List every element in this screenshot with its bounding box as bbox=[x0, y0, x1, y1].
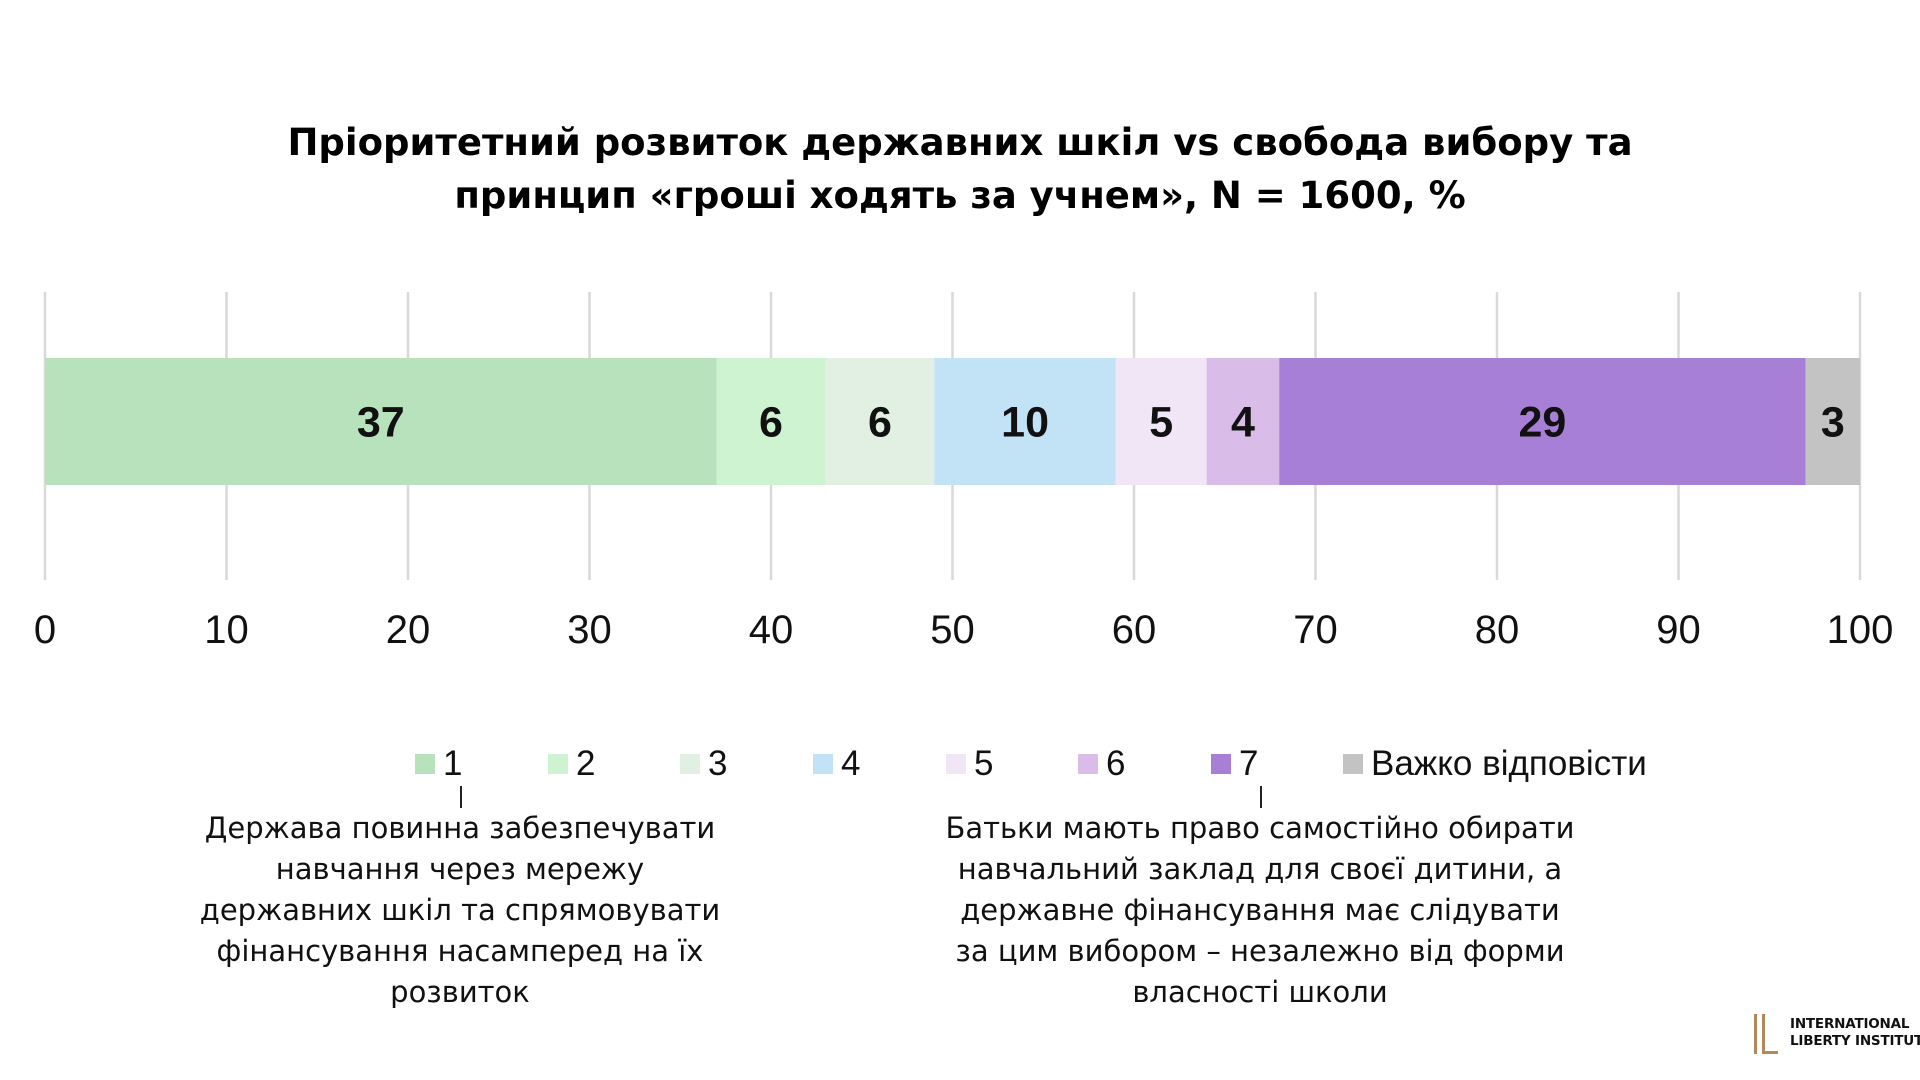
bar-segment-6 bbox=[1206, 358, 1280, 485]
x-tick-label-60: 60 bbox=[1112, 608, 1157, 652]
legend-item-4: 4 bbox=[813, 742, 860, 786]
x-tick-label-30: 30 bbox=[567, 608, 612, 652]
annotation-line: Держава повинна забезпечувати bbox=[204, 811, 716, 845]
segment-value-label-3: 6 bbox=[868, 399, 892, 447]
x-axis-tick-labels: 0 10 20 30 40 50 60 70 80 90 100 bbox=[34, 608, 1894, 652]
legend-label-4: 4 bbox=[841, 744, 861, 783]
annotation-left: Держава повинна забезпечувати навчання че… bbox=[170, 808, 750, 1013]
bar-segment-3 bbox=[825, 358, 935, 485]
x-tick-label-20: 20 bbox=[386, 608, 431, 652]
segment-value-label-7: 29 bbox=[1518, 399, 1566, 447]
x-tick-label-0: 0 bbox=[34, 608, 56, 652]
legend-swatch-5 bbox=[946, 754, 966, 774]
connector-left bbox=[460, 786, 462, 808]
legend-item-5: 5 bbox=[946, 742, 993, 786]
legend-swatch-1 bbox=[415, 754, 435, 774]
annotation-line: розвиток bbox=[390, 975, 530, 1009]
x-tick-label-50: 50 bbox=[930, 608, 975, 652]
legend-swatch-3 bbox=[680, 754, 700, 774]
legend-swatch-8 bbox=[1343, 754, 1363, 774]
logo-text-line-2: LIBERTY INSTITUTE bbox=[1790, 1033, 1920, 1049]
annotation-line: державне фінансування має слідувати bbox=[960, 893, 1560, 927]
legend-item-1: 1 bbox=[415, 742, 462, 786]
legend-label-8: Важко відповісти bbox=[1371, 744, 1647, 783]
annotation-line: навчання через мережу bbox=[275, 852, 645, 886]
logo-text: INTERNATIONAL LIBERTY INSTITUTE bbox=[1790, 1016, 1920, 1050]
logo: INTERNATIONAL LIBERTY INSTITUTE bbox=[1752, 1012, 1920, 1056]
segment-value-label-6: 4 bbox=[1231, 399, 1255, 447]
legend-label-3: 3 bbox=[708, 744, 728, 783]
legend-item-2: 2 bbox=[548, 742, 595, 786]
chart-title-line-1: Пріоритетний розвиток державних шкіл vs … bbox=[287, 121, 1633, 164]
stacked-bar-chart: 37 6 6 10 5 4 29 3 0 10 20 30 40 50 60 70 80 90 100 bbox=[34, 292, 1894, 652]
annotation-line: за цим вибором – незалежно від форми bbox=[955, 934, 1565, 968]
bar-segment-4 bbox=[934, 358, 1116, 485]
connector-right bbox=[1260, 786, 1262, 808]
logo-text-line-1: INTERNATIONAL bbox=[1790, 1016, 1910, 1032]
segment-value-label-8: 3 bbox=[1821, 399, 1845, 447]
legend-label-6: 6 bbox=[1106, 744, 1126, 783]
segment-value-labels: 37 6 6 10 5 4 29 3 bbox=[357, 399, 1845, 447]
bar-segment-7 bbox=[1279, 358, 1806, 485]
x-tick-label-90: 90 bbox=[1656, 608, 1701, 652]
legend-swatch-4 bbox=[813, 754, 833, 774]
segment-value-label-5: 5 bbox=[1149, 399, 1173, 447]
annotation-line: власності школи bbox=[1132, 975, 1388, 1009]
legend-item-7: 7 bbox=[1211, 742, 1258, 786]
legend-item-8: Важко відповісти bbox=[1343, 742, 1647, 786]
bar-segment-5 bbox=[1115, 358, 1207, 485]
legend-item-6: 6 bbox=[1078, 742, 1125, 786]
x-tick-label-70: 70 bbox=[1293, 608, 1338, 652]
x-tick-label-80: 80 bbox=[1475, 608, 1520, 652]
segment-value-label-4: 10 bbox=[1001, 399, 1049, 447]
legend-swatch-2 bbox=[548, 754, 568, 774]
bar-segments bbox=[45, 358, 1860, 485]
logo-mark-icon bbox=[1754, 1014, 1778, 1054]
x-tick-label-10: 10 bbox=[204, 608, 249, 652]
legend-item-3: 3 bbox=[680, 742, 727, 786]
bar-segment-2 bbox=[716, 358, 826, 485]
segment-value-label-1: 37 bbox=[357, 399, 405, 447]
annotation-right: Батьки мають право самостійно обирати нав… bbox=[920, 808, 1600, 1013]
legend-label-1: 1 bbox=[443, 744, 463, 783]
x-tick-label-40: 40 bbox=[749, 608, 794, 652]
x-tick-label-100: 100 bbox=[1827, 608, 1894, 652]
annotation-line: навчальний заклад для своєї дитини, а bbox=[957, 852, 1563, 886]
bar-segment-8 bbox=[1805, 358, 1860, 485]
chart-title-line-2: принцип «гроші ходять за учнем», N = 160… bbox=[454, 174, 1466, 217]
chart-title: Пріоритетний розвиток державних шкіл vs … bbox=[0, 116, 1920, 222]
legend-swatch-6 bbox=[1078, 754, 1098, 774]
annotation-line: фінансування насамперед на їх bbox=[216, 934, 704, 968]
legend-label-5: 5 bbox=[974, 744, 994, 783]
bar-segment-1 bbox=[45, 358, 717, 485]
legend-swatch-7 bbox=[1211, 754, 1231, 774]
legend-label-7: 7 bbox=[1239, 744, 1259, 783]
annotation-line: Батьки мають право самостійно обирати bbox=[945, 811, 1575, 845]
legend-label-2: 2 bbox=[576, 744, 596, 783]
annotation-line: державних шкіл та спрямовувати bbox=[199, 893, 721, 927]
segment-value-label-2: 6 bbox=[759, 399, 783, 447]
